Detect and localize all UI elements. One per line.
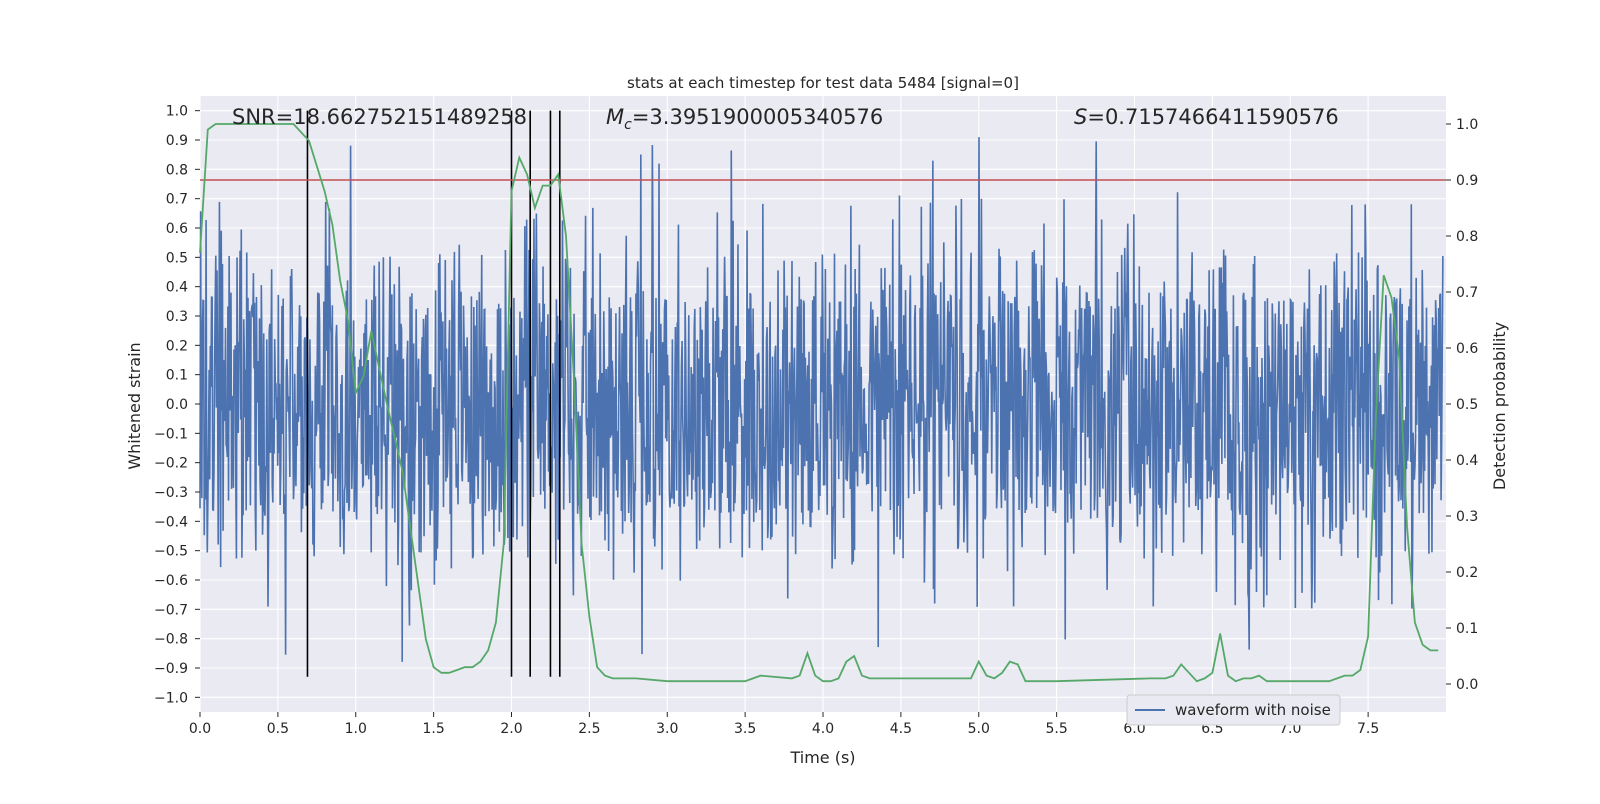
y-left-axis-label: Whitened strain (125, 342, 144, 469)
y-left-axis-ticks: 1.0 0.9 0.8 0.7 0.6 0.5 0.4 0.3 0.2 0.1 0.0 −0.1 −0.… (154, 104, 200, 706)
y-left-tick-label: −0.7 (154, 602, 188, 618)
s-annotation: S=0.7157466411590576 (1074, 105, 1339, 129)
x-tick-label: 1.5 (422, 721, 444, 737)
y-right-tick-label: 0.7 (1456, 285, 1478, 301)
y-left-tick-label: 0.1 (166, 368, 188, 384)
y-left-tick-label: 0.3 (166, 309, 188, 325)
y-left-tick-label: 0.9 (166, 133, 188, 149)
y-left-tick-label: −0.2 (154, 456, 188, 472)
legend: waveform with noise (1126, 694, 1341, 726)
chirp-mass-value: =3.3951900005340576 (632, 105, 883, 129)
x-tick-label: 0.5 (267, 721, 289, 737)
y-right-tick-label: 0.8 (1456, 229, 1478, 245)
y-left-tick-label: −0.9 (154, 661, 188, 677)
x-tick-label: 4.5 (890, 721, 912, 737)
y-right-tick-label: 0.4 (1456, 453, 1478, 469)
y-left-tick-label: 0.4 (166, 280, 188, 296)
y-left-tick-label: 0.6 (166, 221, 188, 237)
y-right-axis-ticks: 1.0 0.9 0.8 0.7 0.6 0.5 0.4 0.3 0.2 0.1 0.0 (1446, 117, 1478, 693)
legend-label: waveform with noise (1175, 701, 1331, 719)
s-value: =0.7157466411590576 (1087, 105, 1338, 129)
y-left-tick-label: 0.7 (166, 192, 188, 208)
waveform-path (199, 137, 1444, 662)
detection-probability-line (199, 123, 1439, 683)
x-axis-label: Time (s) (789, 748, 855, 767)
y-left-tick-label: 0.0 (166, 397, 188, 413)
y-right-tick-label: 1.0 (1456, 117, 1478, 133)
y-right-tick-label: 0.9 (1456, 173, 1478, 189)
y-right-tick-label: 0.1 (1456, 621, 1478, 637)
chart-title: stats at each timestep for test data 548… (627, 74, 1019, 92)
x-tick-label: 4.0 (812, 721, 834, 737)
x-tick-label: 1.0 (345, 721, 367, 737)
y-left-tick-label: −0.1 (154, 426, 188, 442)
y-right-tick-label: 0.6 (1456, 341, 1478, 357)
y-right-tick-label: 0.0 (1456, 677, 1478, 693)
snr-annotation: SNR=18.662752151489258 (232, 105, 527, 129)
y-right-tick-label: 0.3 (1456, 509, 1478, 525)
x-tick-label: 5.0 (968, 721, 990, 737)
legend-box (1126, 694, 1341, 726)
y-left-tick-label: −0.4 (154, 514, 188, 530)
x-tick-label: 3.5 (734, 721, 756, 737)
y-left-tick-label: −0.3 (154, 485, 188, 501)
chirp-mass-symbol: M (606, 105, 624, 129)
x-tick-label: 2.0 (500, 721, 522, 737)
s-symbol: S (1074, 105, 1087, 129)
y-left-tick-label: 1.0 (166, 104, 188, 120)
x-tick-label: 2.5 (578, 721, 600, 737)
y-left-tick-label: −0.6 (154, 573, 188, 589)
y-left-tick-label: −1.0 (154, 690, 188, 706)
y-left-tick-label: 0.5 (166, 250, 188, 266)
waveform-with-noise-series (199, 137, 1444, 662)
x-tick-label: 3.0 (656, 721, 678, 737)
y-right-axis-label: Detection probability (1490, 322, 1509, 490)
y-left-tick-label: 0.2 (166, 338, 188, 354)
x-tick-label: 0.0 (189, 721, 211, 737)
x-tick-label: 7.5 (1357, 721, 1379, 737)
chirp-mass-annotation: Mc=3.3951900005340576 (606, 105, 883, 133)
chirp-mass-subscript: c (624, 117, 632, 133)
y-left-tick-label: −0.5 (154, 544, 188, 560)
y-right-tick-label: 0.2 (1456, 565, 1478, 581)
y-right-tick-label: 0.5 (1456, 397, 1478, 413)
y-left-tick-label: 0.8 (166, 162, 188, 178)
x-tick-label: 5.5 (1045, 721, 1067, 737)
y-left-tick-label: −0.8 (154, 632, 188, 648)
